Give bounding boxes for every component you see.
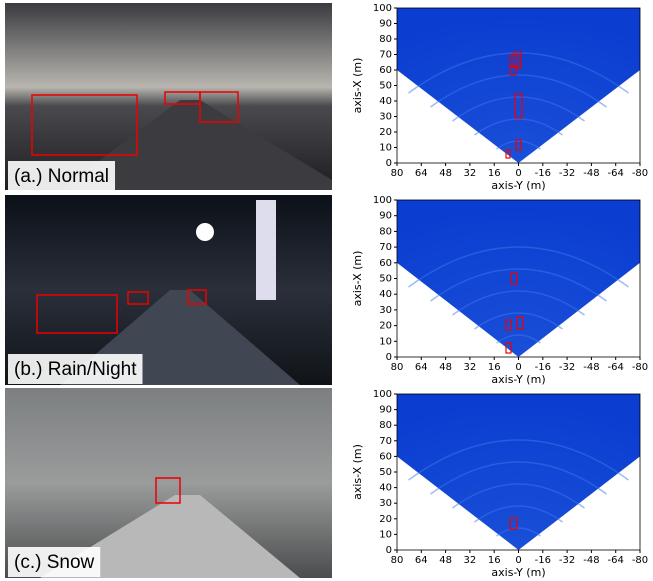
x-tick-label: 80 xyxy=(391,168,404,179)
x-axis-label: axis-Y (m) xyxy=(491,566,545,579)
x-tick-label: -32 xyxy=(559,555,575,566)
x-tick-label: -48 xyxy=(583,362,599,373)
x-tick-label: 64 xyxy=(415,555,428,566)
y-tick-label: 50 xyxy=(379,81,392,92)
x-tick-label: -80 xyxy=(632,168,648,179)
x-tick-label: -80 xyxy=(632,555,648,566)
y-tick-label: 30 xyxy=(379,498,392,509)
x-tick-label: 64 xyxy=(415,168,428,179)
x-tick-label: 80 xyxy=(391,362,404,373)
y-tick-label: 90 xyxy=(379,211,392,222)
x-tick-label: 32 xyxy=(464,362,477,373)
panel-label: (b.) Rain/Night xyxy=(14,359,137,380)
x-tick-label: -64 xyxy=(608,362,624,373)
y-tick-label: 80 xyxy=(379,226,392,237)
y-tick-label: 100 xyxy=(373,389,392,400)
x-tick-label: 48 xyxy=(439,168,452,179)
y-tick-label: 10 xyxy=(379,336,392,347)
y-tick-label: 0 xyxy=(386,545,392,556)
y-axis-label: axis-X (m) xyxy=(351,444,364,500)
y-tick-label: 10 xyxy=(379,529,392,540)
x-tick-label: 16 xyxy=(488,168,501,179)
x-tick-label: 48 xyxy=(439,362,452,373)
x-tick-label: -32 xyxy=(559,362,575,373)
x-tick-label: 16 xyxy=(488,555,501,566)
x-axis-label: axis-Y (m) xyxy=(491,373,545,386)
x-tick-label: 32 xyxy=(464,168,477,179)
x-tick-label: -16 xyxy=(535,555,551,566)
y-tick-label: 40 xyxy=(379,96,392,107)
y-tick-label: 100 xyxy=(373,3,392,14)
y-tick-label: 100 xyxy=(373,195,392,206)
y-tick-label: 80 xyxy=(379,420,392,431)
x-tick-label: 0 xyxy=(515,168,521,179)
x-tick-label: 32 xyxy=(464,555,477,566)
x-tick-label: 64 xyxy=(415,362,428,373)
y-tick-label: 0 xyxy=(386,352,392,363)
y-axis-label: axis-X (m) xyxy=(351,58,364,114)
x-tick-label: -16 xyxy=(535,168,551,179)
x-tick-label: 0 xyxy=(515,555,521,566)
y-tick-label: 60 xyxy=(379,258,392,269)
x-tick-label: -80 xyxy=(632,362,648,373)
y-tick-label: 50 xyxy=(379,467,392,478)
page: 80 64 48 32 16 0 -16 -32 -48 -64 -80 0 10 20 30 40 50 60 7… xyxy=(0,0,653,581)
x-tick-label: -48 xyxy=(583,555,599,566)
radar-fan xyxy=(397,394,640,550)
y-axis-label: axis-X (m) xyxy=(351,251,364,307)
y-tick-label: 10 xyxy=(379,143,392,154)
x-tick-label: -48 xyxy=(583,168,599,179)
x-tick-label: 48 xyxy=(439,555,452,566)
y-tick-label: 80 xyxy=(379,34,392,45)
y-tick-label: 50 xyxy=(379,274,392,285)
y-tick-label: 0 xyxy=(386,158,392,169)
y-tick-label: 40 xyxy=(379,289,392,300)
y-tick-label: 20 xyxy=(379,127,392,138)
x-tick-label: 0 xyxy=(515,362,521,373)
x-tick-label: -16 xyxy=(535,362,551,373)
y-tick-label: 70 xyxy=(379,50,392,61)
panel-label: (a.) Normal xyxy=(14,166,109,187)
y-tick-label: 30 xyxy=(379,112,392,123)
figure: 80 64 48 32 16 0 -16 -32 -48 -64 -80 0 10 20 30 40 50 60 7… xyxy=(0,0,653,581)
x-tick-label: -64 xyxy=(608,555,624,566)
y-tick-label: 90 xyxy=(379,19,392,30)
y-tick-label: 60 xyxy=(379,451,392,462)
radar-fan xyxy=(397,200,640,357)
y-tick-label: 40 xyxy=(379,483,392,494)
y-tick-label: 30 xyxy=(379,305,392,316)
y-tick-label: 70 xyxy=(379,436,392,447)
x-tick-label: 80 xyxy=(391,555,404,566)
y-tick-label: 20 xyxy=(379,321,392,332)
panel-label: (c.) Snow xyxy=(14,552,95,573)
y-tick-label: 20 xyxy=(379,514,392,525)
y-tick-label: 70 xyxy=(379,242,392,253)
y-tick-label: 90 xyxy=(379,405,392,416)
x-tick-label: -64 xyxy=(608,168,624,179)
x-axis-label: axis-Y (m) xyxy=(491,179,545,192)
x-tick-label: -32 xyxy=(559,168,575,179)
x-tick-label: 16 xyxy=(488,362,501,373)
y-tick-label: 60 xyxy=(379,65,392,76)
